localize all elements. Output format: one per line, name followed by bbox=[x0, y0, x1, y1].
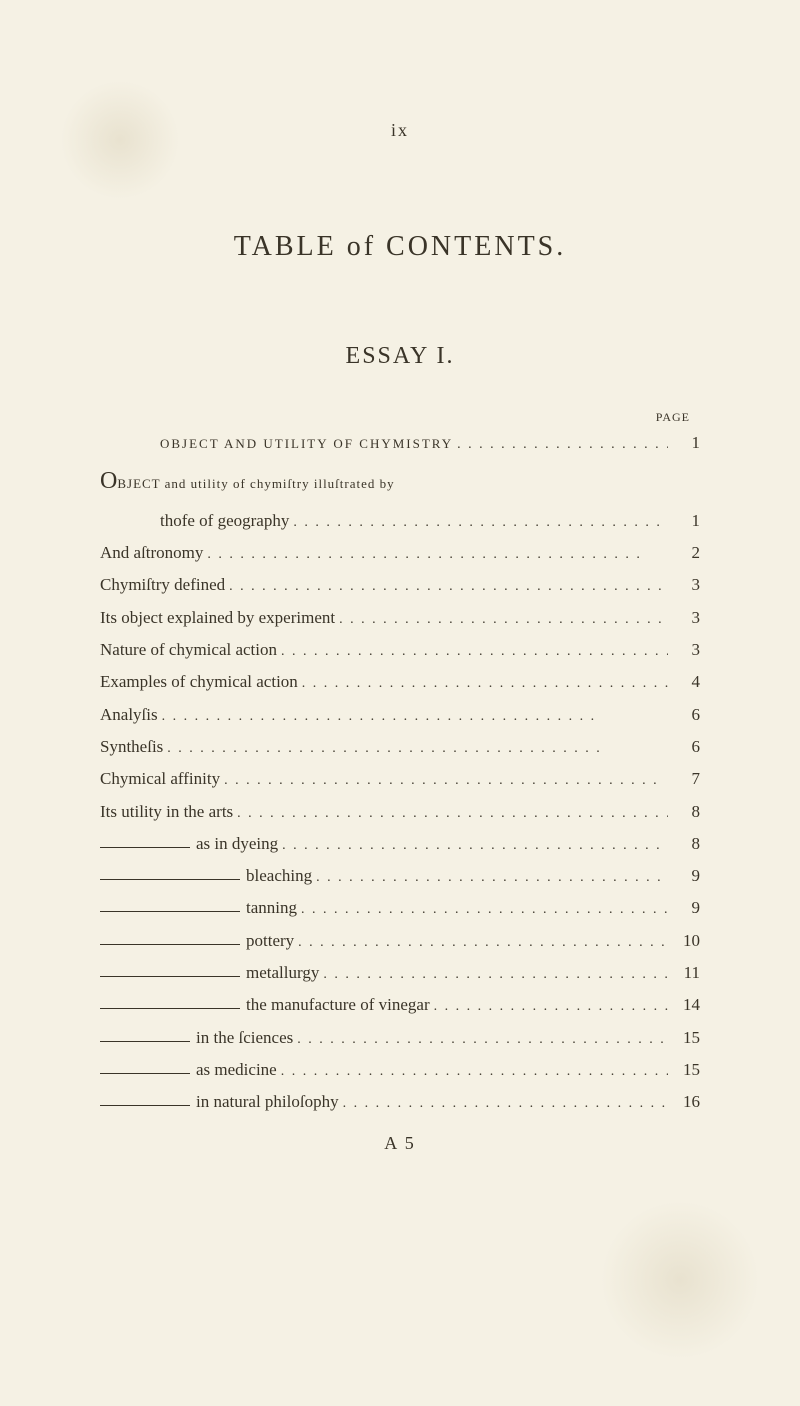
dash-rule bbox=[100, 879, 240, 881]
entry-page: 15 bbox=[672, 1054, 700, 1086]
entry-text: OBJECT and utility of chymiſtry illuſtra… bbox=[100, 459, 395, 505]
toc-entry: Analyſis 6 bbox=[100, 699, 700, 731]
entry-text: Examples of chymical action bbox=[100, 666, 298, 698]
toc-entry: bleaching 9 bbox=[100, 860, 700, 892]
entry-text: Syntheſis bbox=[100, 731, 163, 763]
entry-text: as in dyeing bbox=[196, 828, 278, 860]
toc-entry: OBJECT AND UTILITY OF CHYMISTRY 1 bbox=[100, 427, 700, 459]
entry-page: 1 bbox=[672, 505, 700, 537]
toc-entry: OBJECT and utility of chymiſtry illuſtra… bbox=[100, 459, 700, 505]
entry-page: 9 bbox=[672, 860, 700, 892]
leader-dots bbox=[323, 957, 668, 989]
title-text: TABLE of CONTENTS. bbox=[234, 231, 567, 262]
entry-text: OBJECT AND UTILITY OF CHYMISTRY bbox=[160, 432, 453, 457]
entry-page: 14 bbox=[672, 989, 700, 1021]
entry-page: 8 bbox=[672, 828, 700, 860]
entry-page: 6 bbox=[672, 731, 700, 763]
dash-rule bbox=[100, 911, 240, 913]
page-number-top: ix bbox=[100, 120, 700, 141]
leader-dots bbox=[207, 537, 668, 569]
leader-dots bbox=[282, 828, 668, 860]
entry-page: 9 bbox=[672, 892, 700, 924]
entry-page: 15 bbox=[672, 1022, 700, 1054]
dash-rule bbox=[100, 847, 190, 849]
dash-rule bbox=[100, 1041, 190, 1043]
entry-page: 6 bbox=[672, 699, 700, 731]
entry-page: 3 bbox=[672, 569, 700, 601]
leader-dots bbox=[229, 569, 668, 601]
entry-page: 8 bbox=[672, 796, 700, 828]
entry-text: tanning bbox=[246, 892, 297, 924]
toc-entry: Its utility in the arts 8 bbox=[100, 796, 700, 828]
leader-dots bbox=[298, 925, 668, 957]
toc-entry: in natural philoſophy 16 bbox=[100, 1086, 700, 1118]
entry-text: Chymical affinity bbox=[100, 763, 220, 795]
leader-dots bbox=[237, 796, 668, 828]
leader-dots bbox=[297, 1022, 668, 1054]
toc-entry: Its object explained by experiment 3 bbox=[100, 602, 700, 634]
leader-dots bbox=[293, 505, 668, 537]
toc-entry: Examples of chymical action 4 bbox=[100, 666, 700, 698]
page-content: ix TABLE of CONTENTS. ESSAY I. PAGE OBJE… bbox=[0, 0, 800, 1214]
entry-page: 11 bbox=[672, 957, 700, 989]
page-label: PAGE bbox=[100, 410, 700, 425]
toc-entry: in the ſciences 15 bbox=[100, 1022, 700, 1054]
entry-page: 7 bbox=[672, 763, 700, 795]
leader-dots bbox=[434, 989, 668, 1021]
leader-dots bbox=[224, 763, 668, 795]
toc-entry: thofe of geography 1 bbox=[100, 505, 700, 537]
dash-rule bbox=[100, 1073, 190, 1075]
entry-page: 2 bbox=[672, 537, 700, 569]
leader-dots bbox=[301, 892, 668, 924]
leader-dots bbox=[302, 666, 668, 698]
entry-text: Its object explained by experiment bbox=[100, 602, 335, 634]
toc-entry: Syntheſis 6 bbox=[100, 731, 700, 763]
toc-entry: metallurgy 11 bbox=[100, 957, 700, 989]
essay-heading: ESSAY I. bbox=[100, 343, 700, 370]
entry-text: the manufacture of vinegar bbox=[246, 989, 430, 1021]
dash-rule bbox=[100, 1105, 190, 1107]
toc-entry: Chymical affinity 7 bbox=[100, 763, 700, 795]
entry-text: thofe of geography bbox=[160, 505, 289, 537]
signature-mark: A 5 bbox=[100, 1133, 700, 1154]
leader-dots bbox=[457, 427, 668, 459]
dash-rule bbox=[100, 944, 240, 946]
toc-entry: the manufacture of vinegar 14 bbox=[100, 989, 700, 1021]
entry-text: as medicine bbox=[196, 1054, 277, 1086]
toc-entry: as medicine 15 bbox=[100, 1054, 700, 1086]
entry-text: in the ſciences bbox=[196, 1022, 293, 1054]
entry-page: 3 bbox=[672, 602, 700, 634]
leader-dots bbox=[343, 1086, 668, 1118]
leader-dots bbox=[281, 1054, 668, 1086]
entry-text: pottery bbox=[246, 925, 294, 957]
entry-text: And aſtronomy bbox=[100, 537, 203, 569]
entry-text: Chymiſtry defined bbox=[100, 569, 225, 601]
entry-text: Its utility in the arts bbox=[100, 796, 233, 828]
entry-page: 16 bbox=[672, 1086, 700, 1118]
toc-entry: Chymiſtry defined 3 bbox=[100, 569, 700, 601]
entry-page: 4 bbox=[672, 666, 700, 698]
dash-rule bbox=[100, 976, 240, 978]
leader-dots bbox=[281, 634, 668, 666]
leader-dots bbox=[339, 602, 668, 634]
entry-page: 3 bbox=[672, 634, 700, 666]
dash-rule bbox=[100, 1008, 240, 1010]
entry-text: in natural philoſophy bbox=[196, 1086, 339, 1118]
toc-entry: Nature of chymical action 3 bbox=[100, 634, 700, 666]
entry-page: 1 bbox=[672, 427, 700, 459]
entry-page: 10 bbox=[672, 925, 700, 957]
entry-text: bleaching bbox=[246, 860, 312, 892]
entry-text: Analyſis bbox=[100, 699, 158, 731]
entry-text: Nature of chymical action bbox=[100, 634, 277, 666]
leader-dots bbox=[162, 699, 668, 731]
toc-entry: tanning 9 bbox=[100, 892, 700, 924]
toc-entry: pottery 10 bbox=[100, 925, 700, 957]
toc-entry: as in dyeing 8 bbox=[100, 828, 700, 860]
entry-text: metallurgy bbox=[246, 957, 319, 989]
toc-entry: And aſtronomy 2 bbox=[100, 537, 700, 569]
toc-title: TABLE of CONTENTS. bbox=[100, 231, 700, 263]
leader-dots bbox=[316, 860, 668, 892]
leader-dots bbox=[167, 731, 668, 763]
